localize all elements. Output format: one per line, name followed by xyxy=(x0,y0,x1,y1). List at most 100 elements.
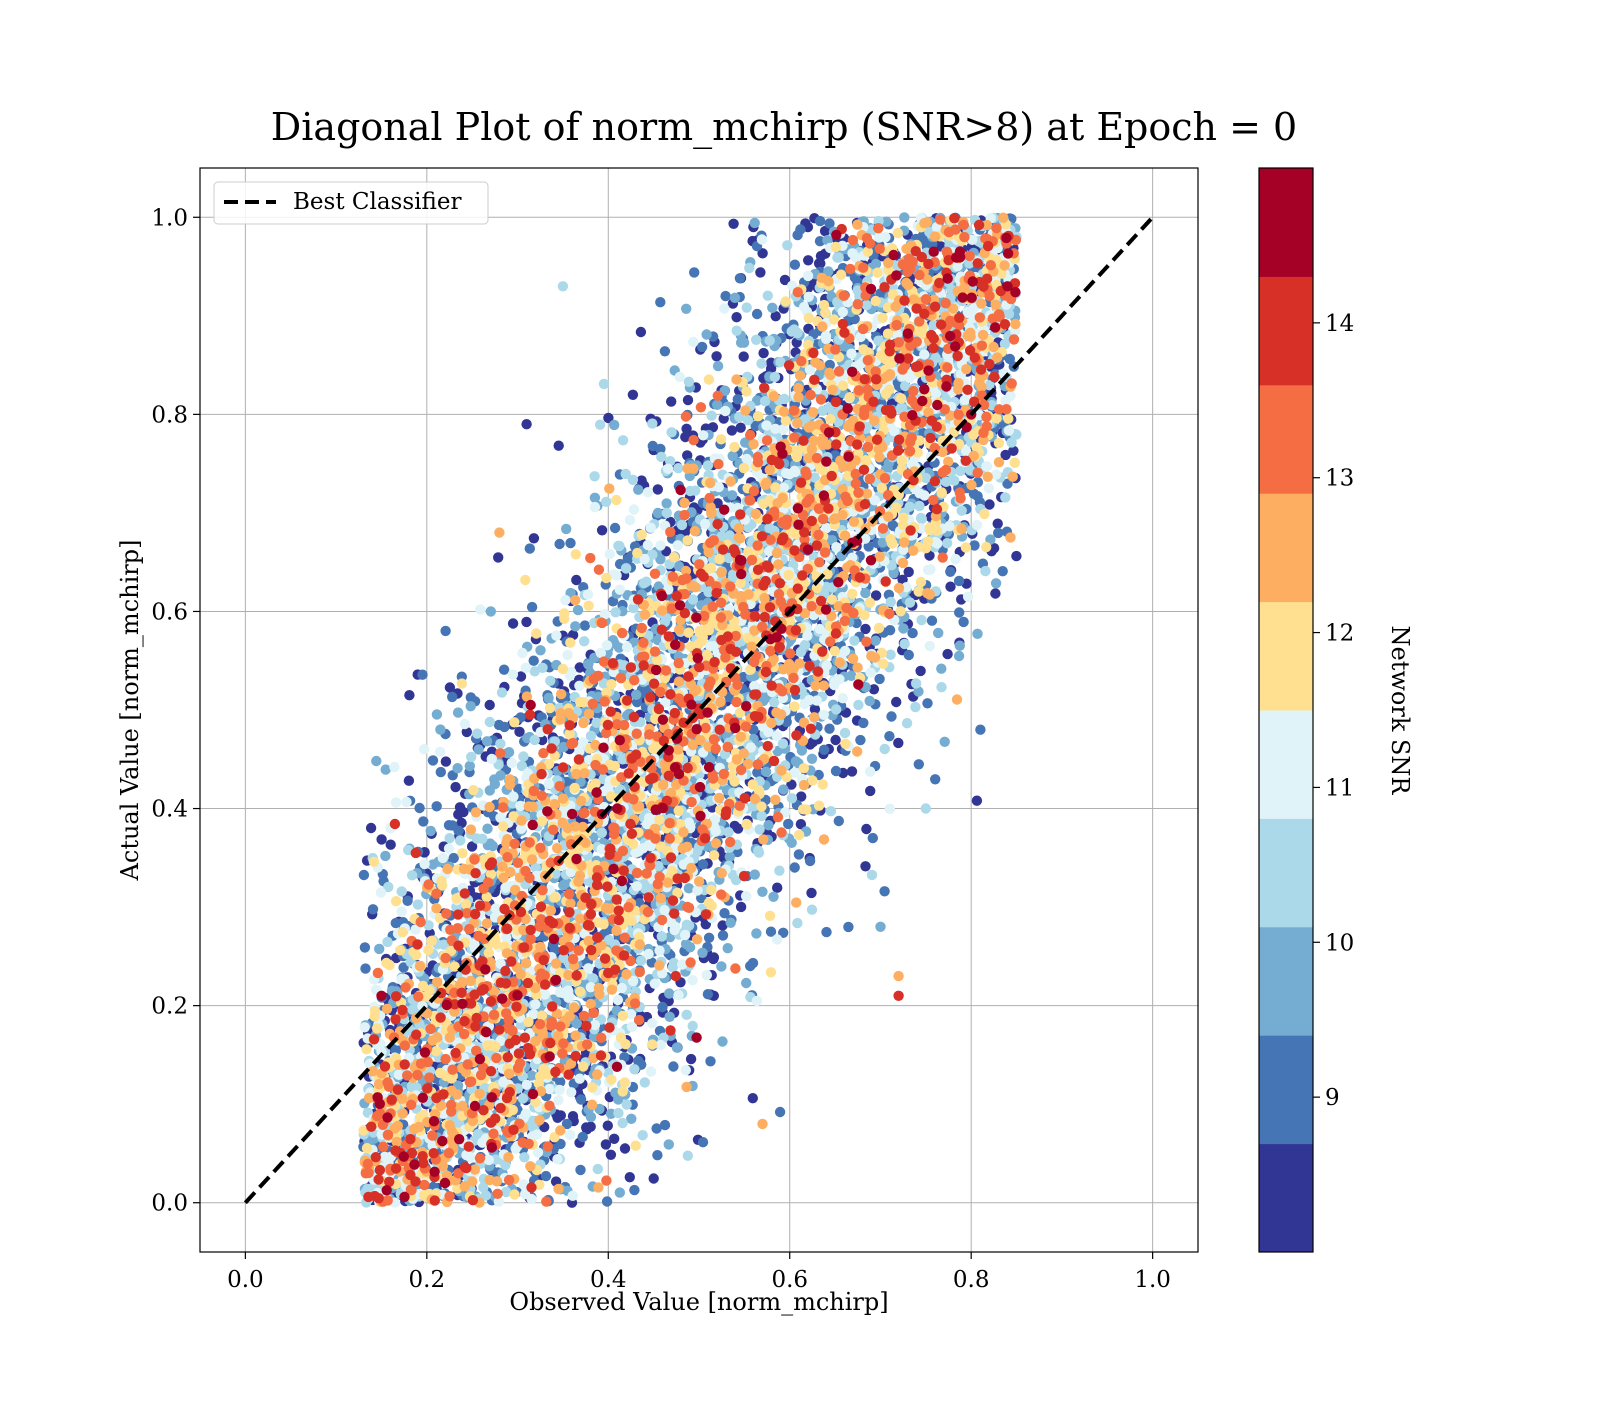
scatter-point xyxy=(613,1108,623,1118)
scatter-point xyxy=(716,961,726,971)
scatter-point xyxy=(655,297,665,307)
scatter-point xyxy=(402,896,412,906)
scatter-point xyxy=(602,1196,612,1206)
scatter-point xyxy=(954,576,964,586)
scatter-point xyxy=(521,419,531,429)
scatter-point xyxy=(453,707,463,717)
scatter-point xyxy=(735,273,745,283)
scatter-point xyxy=(633,485,643,495)
scatter-point xyxy=(739,351,749,361)
scatter-point xyxy=(488,841,498,851)
scatter-point xyxy=(761,767,771,777)
scatter-point xyxy=(601,497,611,507)
scatter-point xyxy=(432,801,442,811)
scatter-point xyxy=(573,605,583,615)
scatter-point xyxy=(493,552,503,562)
scatter-point xyxy=(603,1121,613,1131)
scatter-point xyxy=(586,1112,596,1122)
scatter-point xyxy=(942,649,952,659)
scatter-point xyxy=(615,1187,625,1197)
scatter-point xyxy=(991,578,1001,588)
scatter-point xyxy=(428,755,438,765)
scatter-point xyxy=(1005,354,1015,364)
scatter-point xyxy=(682,1010,692,1020)
scatter-point xyxy=(486,606,496,616)
scatter-point xyxy=(855,735,865,745)
scatter-point xyxy=(545,676,555,686)
scatter-point xyxy=(980,566,990,576)
scatter-point xyxy=(482,736,492,746)
scatter-point xyxy=(870,636,880,646)
scatter-point xyxy=(640,1077,650,1087)
scatter-point xyxy=(730,293,740,303)
scatter-point xyxy=(610,607,620,617)
scatter-point xyxy=(482,824,492,834)
scatter-point xyxy=(518,1093,528,1103)
scatter-point xyxy=(441,756,451,766)
scatter-point xyxy=(725,852,735,862)
scatter-point xyxy=(455,802,465,812)
scatter-point xyxy=(653,484,663,494)
scatter-point xyxy=(677,520,687,530)
scatter-point xyxy=(432,709,442,719)
scatter-point xyxy=(824,724,834,734)
scatter-point xyxy=(886,711,896,721)
scatter-point xyxy=(651,1123,661,1133)
scatter-point xyxy=(865,786,875,796)
scatter-point xyxy=(865,696,875,706)
scatter-point xyxy=(685,942,695,952)
scatter-point xyxy=(1011,551,1021,561)
scatter-point xyxy=(772,883,782,893)
scatter-point xyxy=(648,441,658,451)
scatter-point xyxy=(732,326,742,336)
scatter-point xyxy=(790,862,800,872)
scatter-point xyxy=(832,252,842,262)
scatter-point xyxy=(622,1099,632,1109)
scatter-point xyxy=(736,338,746,348)
scatter-point xyxy=(768,892,778,902)
scatter-point xyxy=(972,491,982,501)
scatter-point xyxy=(755,267,765,277)
scatter-point xyxy=(723,943,733,953)
scatter-point xyxy=(853,700,863,710)
scatter-point xyxy=(745,961,755,971)
scatter-point xyxy=(684,377,694,387)
scatter-point xyxy=(915,666,925,676)
scatter-point xyxy=(880,744,890,754)
scatter-point xyxy=(875,922,885,932)
scatter-point xyxy=(606,1150,616,1160)
scatter-point xyxy=(763,291,773,301)
scatter-point xyxy=(701,329,711,339)
scatter-point xyxy=(666,427,676,437)
scatter-point xyxy=(914,759,924,769)
scatter-point xyxy=(884,731,894,741)
scatter-point xyxy=(727,425,737,435)
scatter-point xyxy=(565,538,575,548)
scatter-point xyxy=(576,1094,586,1104)
scatter-point xyxy=(893,738,903,748)
scatter-point xyxy=(792,230,802,240)
scatter-point xyxy=(741,978,751,988)
scatter-point xyxy=(731,312,741,322)
scatter-point xyxy=(728,451,738,461)
scatter-point xyxy=(683,395,693,405)
scatter-point xyxy=(783,819,793,829)
scatter-point xyxy=(765,335,775,345)
scatter-point xyxy=(904,650,914,660)
scatter-point xyxy=(452,763,462,773)
scatter-point xyxy=(886,597,896,607)
scatter-point xyxy=(922,698,932,708)
scatter-point xyxy=(610,523,620,533)
scatter-point xyxy=(758,348,768,358)
scatter-point xyxy=(620,1143,630,1153)
scatter-point xyxy=(453,826,463,836)
scatter-point xyxy=(998,566,1008,576)
scatter-point xyxy=(778,784,788,794)
scatter-point xyxy=(720,291,730,301)
scatter-point xyxy=(681,304,691,314)
scatter-point xyxy=(380,851,390,861)
scatter-point xyxy=(359,870,369,880)
scatter-point xyxy=(751,928,761,938)
